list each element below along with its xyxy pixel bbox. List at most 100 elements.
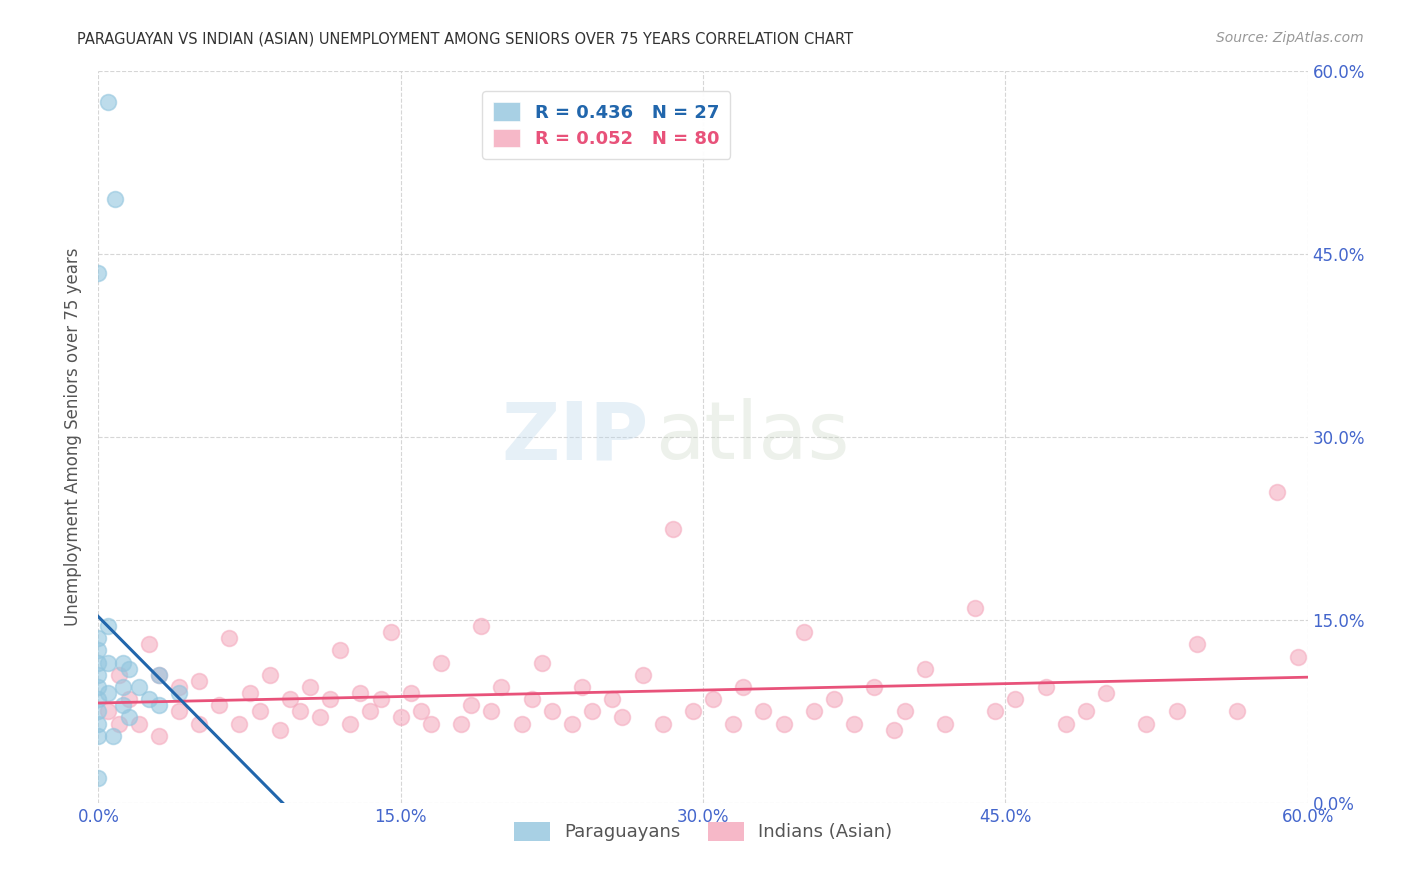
Legend: Paraguayans, Indians (Asian): Paraguayans, Indians (Asian) xyxy=(506,814,900,848)
Point xyxy=(934,716,956,731)
Point xyxy=(1054,716,1077,731)
Point xyxy=(319,692,342,706)
Point xyxy=(97,705,120,719)
Point xyxy=(118,710,141,724)
Point xyxy=(1267,485,1289,500)
Point xyxy=(138,637,160,651)
Point xyxy=(87,772,110,786)
Point xyxy=(288,705,311,719)
Point xyxy=(138,692,160,706)
Text: atlas: atlas xyxy=(655,398,849,476)
Point xyxy=(208,698,231,713)
Point xyxy=(844,716,866,731)
Point xyxy=(571,680,593,694)
Point xyxy=(984,705,1007,719)
Point xyxy=(188,716,211,731)
Point xyxy=(370,692,392,706)
Point xyxy=(188,673,211,688)
Text: Source: ZipAtlas.com: Source: ZipAtlas.com xyxy=(1216,31,1364,45)
Point xyxy=(460,698,482,713)
Point xyxy=(87,680,110,694)
Point xyxy=(148,667,170,681)
Point xyxy=(360,705,382,719)
Point xyxy=(389,710,412,724)
Point xyxy=(561,716,583,731)
Point xyxy=(111,656,134,670)
Point xyxy=(269,723,291,737)
Point xyxy=(87,705,110,719)
Point xyxy=(1095,686,1118,700)
Point xyxy=(97,619,120,633)
Point xyxy=(1004,692,1026,706)
Point xyxy=(299,680,322,694)
Point xyxy=(380,625,402,640)
Point xyxy=(148,729,170,743)
Point xyxy=(278,692,301,706)
Point xyxy=(87,656,110,670)
Point xyxy=(87,716,110,731)
Point xyxy=(420,716,443,731)
Point xyxy=(259,667,281,681)
Point xyxy=(101,729,124,743)
Point xyxy=(651,716,673,731)
Point xyxy=(218,632,240,646)
Point xyxy=(733,680,755,694)
Point xyxy=(530,656,553,670)
Point xyxy=(87,632,110,646)
Point xyxy=(107,667,129,681)
Point xyxy=(752,705,775,719)
Point xyxy=(682,705,704,719)
Point xyxy=(329,643,352,657)
Point xyxy=(167,686,190,700)
Point xyxy=(97,656,120,670)
Point xyxy=(118,692,141,706)
Text: PARAGUAYAN VS INDIAN (ASIAN) UNEMPLOYMENT AMONG SENIORS OVER 75 YEARS CORRELATIO: PARAGUAYAN VS INDIAN (ASIAN) UNEMPLOYMEN… xyxy=(77,31,853,46)
Point xyxy=(510,716,533,731)
Point xyxy=(481,705,503,719)
Point xyxy=(723,716,745,731)
Point xyxy=(793,625,815,640)
Point xyxy=(111,680,134,694)
Point xyxy=(97,686,120,700)
Point xyxy=(772,716,794,731)
Point xyxy=(602,692,624,706)
Point xyxy=(893,705,915,719)
Point xyxy=(128,716,150,731)
Point xyxy=(491,680,513,694)
Point xyxy=(540,705,562,719)
Point xyxy=(87,667,110,681)
Point xyxy=(148,667,170,681)
Y-axis label: Unemployment Among Seniors over 75 years: Unemployment Among Seniors over 75 years xyxy=(65,248,83,626)
Point xyxy=(1226,705,1249,719)
Point xyxy=(349,686,371,700)
Point xyxy=(228,716,250,731)
Point xyxy=(1286,649,1309,664)
Point xyxy=(87,643,110,657)
Point xyxy=(914,662,936,676)
Point xyxy=(87,692,110,706)
Point xyxy=(97,95,120,109)
Point xyxy=(430,656,453,670)
Point xyxy=(612,710,634,724)
Point xyxy=(148,698,170,713)
Point xyxy=(450,716,472,731)
Point xyxy=(631,667,654,681)
Point xyxy=(339,716,361,731)
Point xyxy=(118,662,141,676)
Point xyxy=(863,680,886,694)
Point xyxy=(823,692,845,706)
Point xyxy=(1185,637,1208,651)
Point xyxy=(111,698,134,713)
Point xyxy=(239,686,262,700)
Point xyxy=(167,705,190,719)
Point xyxy=(1166,705,1188,719)
Point xyxy=(399,686,422,700)
Point xyxy=(249,705,271,719)
Point xyxy=(1074,705,1097,719)
Point xyxy=(107,716,129,731)
Point xyxy=(409,705,432,719)
Text: ZIP: ZIP xyxy=(502,398,648,476)
Point xyxy=(803,705,825,719)
Point xyxy=(470,619,492,633)
Point xyxy=(661,521,683,535)
